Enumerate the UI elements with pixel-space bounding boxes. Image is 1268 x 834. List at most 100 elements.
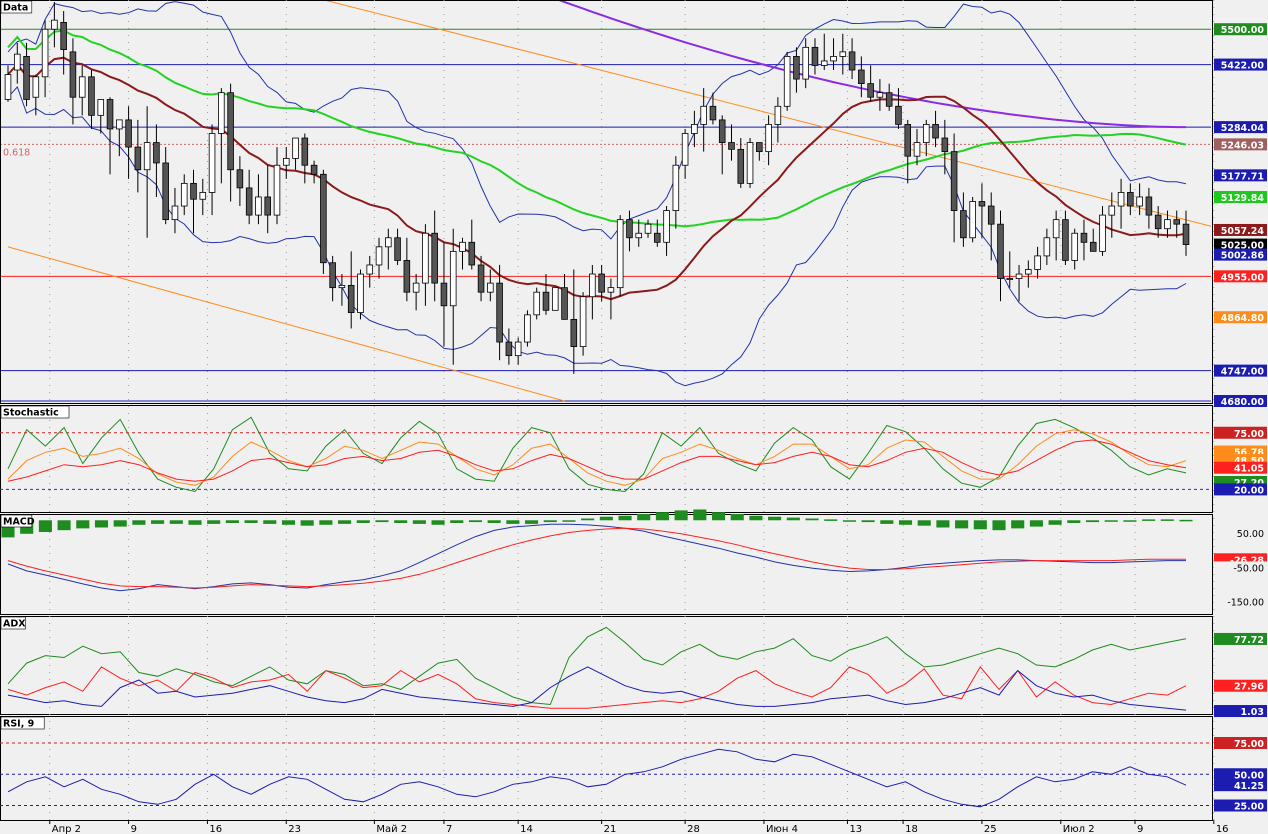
candle-99 xyxy=(923,119,930,157)
macd-bar-24 xyxy=(450,520,464,523)
candle-112 xyxy=(1043,228,1051,265)
macd-bar-22 xyxy=(412,520,426,524)
candle-95 xyxy=(885,83,893,111)
candle-111 xyxy=(1034,246,1041,279)
candle-124 xyxy=(1154,206,1162,238)
stochastic-label-5: 20.00 xyxy=(1214,483,1267,496)
macd-label-2-text: -50.00 xyxy=(1233,563,1264,574)
macd-bar-27 xyxy=(506,520,520,524)
macd-bar-41 xyxy=(768,516,782,521)
candle-31 xyxy=(292,137,299,170)
macd-bar-15 xyxy=(281,520,296,525)
x-tick-label-9: Июн 4 xyxy=(766,824,798,834)
macd-bar-10 xyxy=(188,520,202,525)
candle-41 xyxy=(385,228,392,270)
adx-label-1-text: 27.96 xyxy=(1234,682,1264,693)
trendline-1 xyxy=(573,62,1211,227)
stochastic-label-3-text: 41.05 xyxy=(1234,464,1264,475)
candle-94 xyxy=(876,79,884,111)
candle-28 xyxy=(264,165,271,234)
macd-bar-58 xyxy=(1085,520,1100,523)
price-label-4: 5177.71 xyxy=(1214,169,1267,182)
adx-series-0 xyxy=(7,626,1187,706)
macd-bar-29 xyxy=(543,520,557,523)
rsi-label-1-text: 50.00 xyxy=(1234,770,1264,781)
candle-126 xyxy=(1173,210,1180,238)
price-label-6: 5057.24 xyxy=(1214,223,1267,237)
price-label-8-text: 5002.86 xyxy=(1221,251,1265,262)
candle-53 xyxy=(496,264,503,361)
macd-label-2: -50.00 xyxy=(1214,561,1267,574)
macd-bar-46 xyxy=(861,520,875,523)
candle-120 xyxy=(1117,178,1125,229)
candle-21 xyxy=(199,178,207,216)
candle-61 xyxy=(570,269,578,374)
candle-84 xyxy=(783,51,791,111)
candle-113 xyxy=(1052,210,1060,261)
adx-label-0-text: 77.72 xyxy=(1234,635,1264,646)
candle-71 xyxy=(663,206,670,256)
candle-104 xyxy=(969,196,976,243)
rsi-title-box xyxy=(0,716,45,730)
bollinger-lower xyxy=(7,86,1187,387)
price-plot: 0.618 xyxy=(1,1,1211,402)
candle-13 xyxy=(125,106,132,179)
candle-73 xyxy=(681,128,689,179)
macd-bar-20 xyxy=(375,520,389,523)
x-tick-label-1: 9 xyxy=(131,824,137,834)
macd-bar-59 xyxy=(1104,520,1118,522)
macd-bar-45 xyxy=(842,520,856,522)
candle-5 xyxy=(51,2,58,48)
adx-series-1 xyxy=(7,666,1187,709)
macd-bar-62 xyxy=(1160,519,1174,521)
x-tick-label-15: 16 xyxy=(1216,824,1229,834)
price-label-11-text: 4747.00 xyxy=(1221,367,1265,378)
macd-bar-37 xyxy=(693,509,707,521)
candle-29 xyxy=(273,147,281,225)
rsi-series-0 xyxy=(7,748,1187,808)
stochastic-title-box xyxy=(0,405,70,419)
macd-title-box xyxy=(0,514,33,528)
candle-103 xyxy=(960,192,967,247)
x-tick-label-6: 14 xyxy=(520,824,533,834)
adx-title-box xyxy=(0,616,26,630)
candle-51 xyxy=(477,255,485,302)
macd-bar-8 xyxy=(151,520,165,524)
candle-119 xyxy=(1108,192,1116,238)
macd-bar-21 xyxy=(394,520,408,523)
candle-92 xyxy=(858,56,865,98)
x-tick-label-2: 16 xyxy=(209,824,222,834)
price-label-9-text: 4955.00 xyxy=(1221,272,1265,283)
price-title: Data xyxy=(3,3,28,14)
candle-65 xyxy=(607,278,615,320)
macd-bar-51 xyxy=(955,520,969,529)
candle-22 xyxy=(208,124,216,216)
sma-long xyxy=(558,1,1186,129)
stochastic-series-2 xyxy=(7,439,1187,482)
macd-bar-53 xyxy=(992,520,1006,531)
candle-11 xyxy=(106,97,114,175)
price-label-3-text: 5246.03 xyxy=(1221,140,1264,151)
candle-46 xyxy=(431,210,438,302)
candle-12 xyxy=(116,119,123,157)
candle-60 xyxy=(561,274,568,320)
candle-9 xyxy=(88,70,95,129)
price-label-10-text: 4864.80 xyxy=(1221,313,1265,324)
macd-bar-48 xyxy=(898,520,913,525)
candle-50 xyxy=(468,219,476,270)
x-tick-label-12: 25 xyxy=(984,824,997,834)
macd-bar-34 xyxy=(637,513,651,521)
candle-86 xyxy=(802,38,809,89)
candle-93 xyxy=(867,65,874,102)
x-tick-label-4: Май 2 xyxy=(376,824,407,834)
candle-58 xyxy=(542,274,550,315)
candle-25 xyxy=(236,156,244,207)
candle-1 xyxy=(14,42,21,84)
candle-102 xyxy=(950,133,958,243)
macd-bar-14 xyxy=(263,520,277,524)
stochastic-label-3: 41.05 xyxy=(1214,461,1267,475)
candle-91 xyxy=(848,38,856,80)
x-tick-label-8: 28 xyxy=(687,824,700,834)
